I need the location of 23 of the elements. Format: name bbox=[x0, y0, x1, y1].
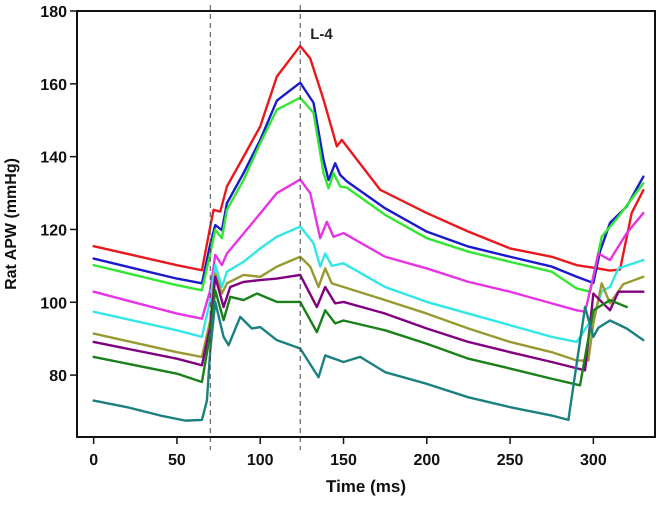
line-series bbox=[92, 225, 645, 344]
line-series bbox=[92, 289, 628, 386]
x-tick-label: 50 bbox=[168, 452, 186, 469]
line-series bbox=[92, 178, 645, 320]
line-series bbox=[92, 256, 645, 362]
x-tick-label: 150 bbox=[330, 452, 357, 469]
x-axis-title: Time (ms) bbox=[326, 477, 406, 496]
ref-line-label: L-4 bbox=[310, 26, 334, 43]
y-axis-title: Rat APW (mmHg) bbox=[3, 158, 20, 290]
line-series bbox=[92, 300, 645, 422]
y-tick-label: 180 bbox=[40, 4, 68, 21]
line-series bbox=[92, 274, 645, 372]
y-tick-label: 140 bbox=[40, 150, 68, 167]
y-tick-label: 120 bbox=[40, 222, 68, 240]
y-tick-label: 160 bbox=[40, 76, 68, 94]
x-tick-label: 200 bbox=[413, 452, 440, 469]
x-tick-label: 100 bbox=[246, 452, 274, 469]
x-tick-label: 250 bbox=[496, 452, 524, 469]
y-tick-label: 100 bbox=[40, 295, 68, 312]
line-series bbox=[92, 44, 645, 272]
x-tick-label: 300 bbox=[580, 452, 607, 469]
x-tick-label: 0 bbox=[89, 452, 98, 469]
y-tick-label: 80 bbox=[49, 368, 68, 386]
